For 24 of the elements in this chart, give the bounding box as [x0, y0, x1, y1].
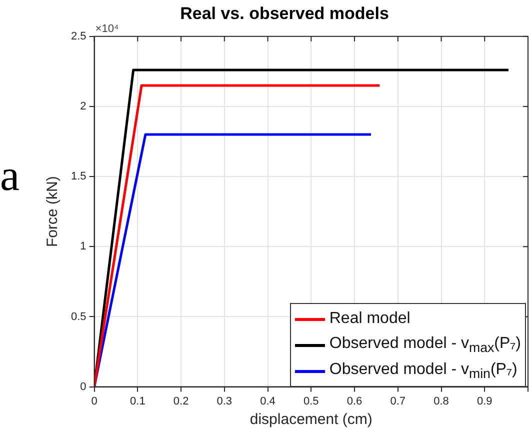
y-tick-label: 1.5 — [70, 170, 86, 183]
y-tick-label: 0.5 — [70, 310, 86, 323]
x-tick-label: 0.2 — [173, 395, 189, 408]
chart-title: Real vs. observed models — [180, 4, 389, 23]
x-tick-label: 0.6 — [346, 395, 362, 408]
y-axis-title: Force (kN) — [44, 176, 62, 248]
text: ×10⁴ — [95, 22, 119, 35]
x-tick-label: 0.3 — [216, 395, 232, 408]
text: a — [0, 150, 20, 201]
x-tick-label: 0.1 — [130, 395, 146, 408]
y-tick-label: 0 — [80, 380, 86, 393]
x-tick-label: 0.8 — [434, 395, 449, 408]
x-axis-title: displacement (cm) — [250, 411, 372, 428]
y-tick-label: 2.5 — [70, 30, 86, 42]
legend-label: Observed model - v$_{max}$(P₇) — [329, 334, 521, 356]
x-tick-label: 0.5 — [303, 395, 319, 408]
x-tick-label: 0 — [91, 395, 98, 408]
legend-label: Real model — [329, 310, 410, 328]
y-tick-label: 2 — [80, 100, 86, 113]
x-tick-label: 0.9 — [476, 395, 492, 408]
y-tick-label: 1 — [80, 240, 86, 253]
x-tick-label: 0.4 — [260, 395, 276, 408]
x-tick-label: 0.7 — [390, 395, 406, 408]
legend-label: Observed model - v$_{min}$(P₇) — [329, 360, 518, 382]
